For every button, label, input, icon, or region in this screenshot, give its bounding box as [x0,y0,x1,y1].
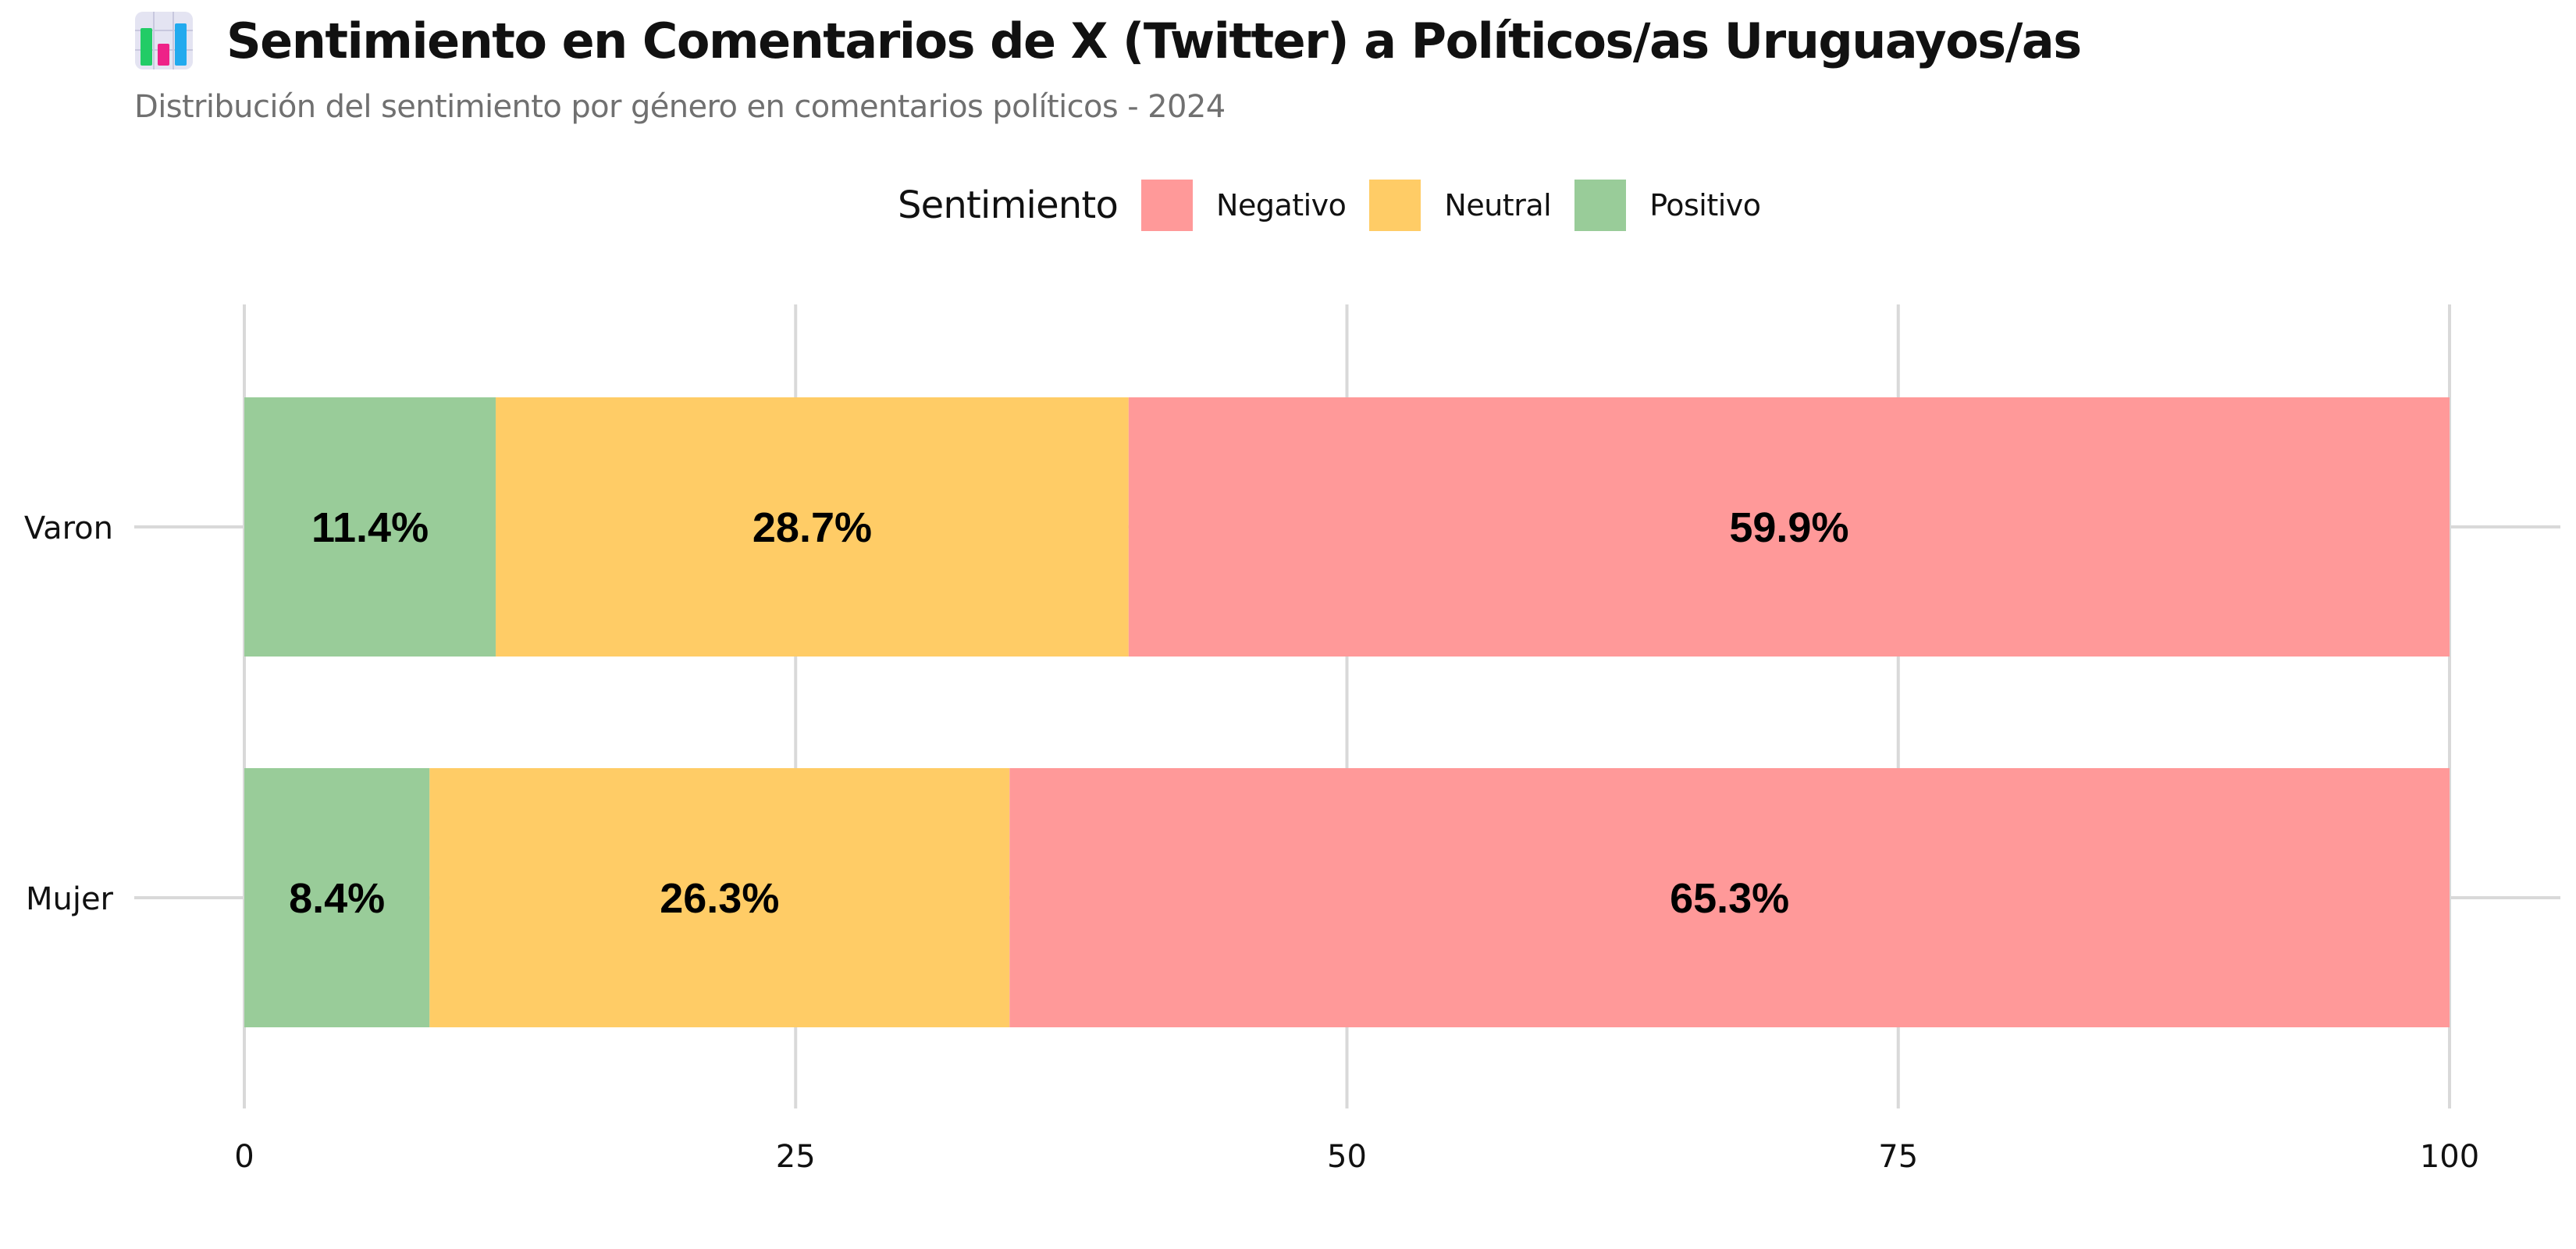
x-tick-label-4: 100 [2420,1139,2479,1175]
legend-swatch-negativo [1141,180,1194,231]
legend-label-negativo: Negativo [1216,188,1347,222]
x-tick-label-3: 75 [1878,1139,1918,1175]
data-label-positivo-mujer: 8.4% [289,875,385,922]
legend-item-neutral: Neutral [1369,180,1552,231]
legend-item-negativo: Negativo [1141,180,1347,231]
legend-swatch-neutral [1369,180,1421,231]
category-label-varon: Varon [24,511,113,546]
bar-chart-icon [135,12,193,69]
data-label-negativo-mujer: 65.3% [1670,875,1789,922]
legend-label-positivo: Positivo [1649,188,1761,222]
x-tick-label-2: 50 [1327,1139,1367,1175]
legend-item-positivo: Positivo [1574,180,1761,231]
legend-title: Sentimiento [898,183,1119,227]
chart-subtitle: Distribución del sentimiento por género … [134,89,1226,125]
x-tick-label-0: 0 [234,1139,254,1175]
category-label-mujer: Mujer [26,881,114,917]
legend-label-neutral: Neutral [1444,188,1552,222]
bar-negativo-varon [1128,397,2450,657]
bar-neutral-mujer [429,768,1010,1027]
data-label-positivo-varon: 11.4% [311,504,429,551]
bar-negativo-mujer [1009,768,2450,1027]
data-label-neutral-varon: 28.7% [753,504,872,551]
data-label-negativo-varon: 59.9% [1729,504,1848,551]
bar-neutral-varon [496,397,1129,657]
title-row: Sentimiento en Comentarios de X (Twitter… [134,11,2082,70]
legend: Sentimiento Negativo Neutral Positivo [898,180,1784,231]
legend-swatch-positivo [1574,180,1627,231]
bar-positivo-varon [244,397,496,657]
chart-header: Sentimiento en Comentarios de X (Twitter… [134,11,2082,125]
x-tick-label-1: 25 [776,1139,816,1175]
chart-title: Sentimiento en Comentarios de X (Twitter… [226,12,2082,69]
data-label-neutral-mujer: 26.3% [660,875,779,922]
bar-positivo-mujer [244,768,430,1027]
